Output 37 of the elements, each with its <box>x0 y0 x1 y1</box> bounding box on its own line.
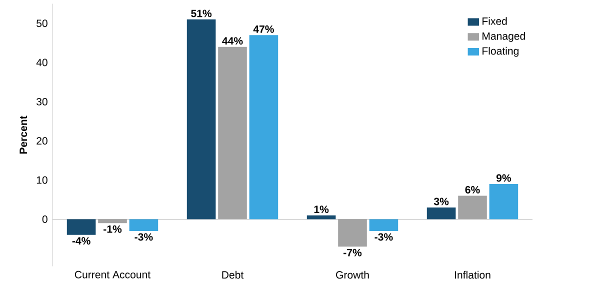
data-label: 51% <box>191 10 212 18</box>
legend-label: Floating <box>482 46 519 57</box>
data-label: 3% <box>434 198 449 206</box>
bar <box>458 196 487 220</box>
bar <box>369 219 398 231</box>
data-label: 44% <box>222 37 243 45</box>
y-tick-label: 30 <box>36 98 48 106</box>
x-tick-label: Growth <box>336 270 369 279</box>
bar <box>66 219 96 235</box>
bar <box>98 219 127 224</box>
y-axis-title: Percent <box>20 116 28 154</box>
data-label: 9% <box>496 174 512 182</box>
data-label: 47% <box>253 25 274 33</box>
y-tick-label: 40 <box>36 58 48 66</box>
data-label: -3% <box>374 233 393 241</box>
y-tick-label: 0 <box>42 216 48 223</box>
data-label: 1% <box>314 206 329 214</box>
data-label: -7% <box>344 248 362 256</box>
legend-label: Managed <box>482 32 525 42</box>
bar <box>489 184 518 220</box>
bar <box>426 207 456 220</box>
legend-label: Fixed <box>482 17 507 25</box>
x-tick-label: Current Account <box>74 270 150 278</box>
data-label: 6% <box>465 186 480 194</box>
bar <box>218 46 247 220</box>
bar <box>249 35 278 220</box>
data-label: -4% <box>72 237 90 245</box>
y-tick-label: 10 <box>36 176 48 184</box>
data-label: -1% <box>104 225 122 233</box>
x-tick-label: Debt <box>222 270 244 279</box>
bar <box>129 219 158 231</box>
x-tick-label: Inflation <box>455 270 490 279</box>
bar <box>338 219 367 247</box>
bar <box>186 19 216 220</box>
y-tick-label: 50 <box>36 20 48 28</box>
y-tick-label: 20 <box>36 137 48 145</box>
data-label: -3% <box>134 233 153 241</box>
